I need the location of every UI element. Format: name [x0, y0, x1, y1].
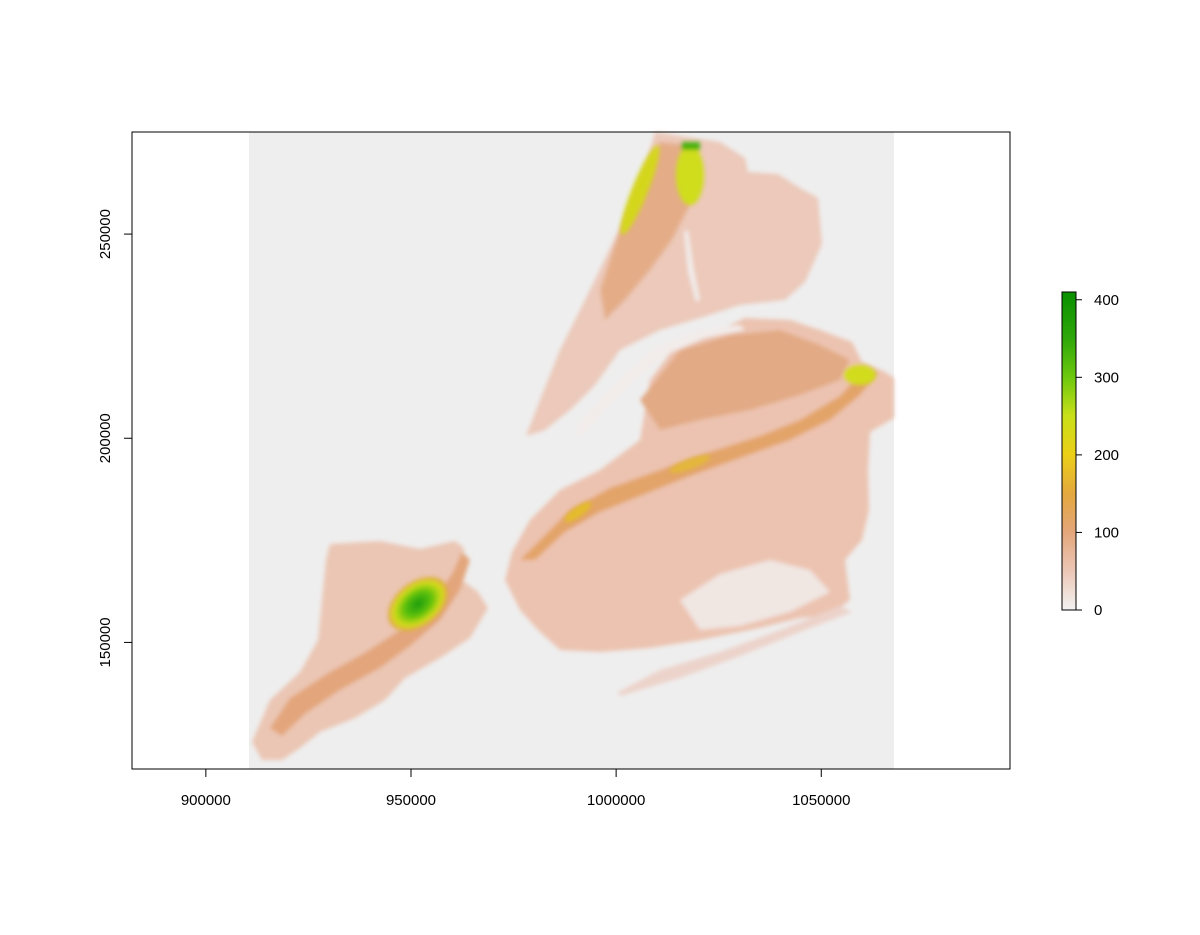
staten-island-ridge	[270, 552, 470, 736]
color-legend: 0 100 200 300 400	[1061, 291, 1119, 619]
legend-tick-label: 0	[1094, 602, 1102, 619]
queens-north	[640, 330, 850, 430]
rockaway	[618, 606, 852, 696]
legend-tick-label: 400	[1094, 292, 1119, 309]
y-tick-label: 200000	[97, 413, 114, 463]
ft-totten-peak	[844, 365, 876, 385]
manhattan-ridge	[600, 142, 700, 320]
terminal-moraine	[520, 372, 878, 560]
riverdale-peak	[676, 145, 704, 205]
bronx-manhattan	[526, 132, 822, 436]
x-tick-label: 950000	[386, 792, 436, 809]
x-tick-label: 900000	[181, 792, 231, 809]
legend-tick-label: 200	[1094, 447, 1119, 464]
legend-bar	[1061, 291, 1077, 611]
legend-ticks: 0 100 200 300 400	[1076, 292, 1119, 619]
moraine-spot	[564, 501, 592, 523]
x-tick-label: 1050000	[792, 792, 850, 809]
bronx-river	[684, 230, 700, 302]
x-axis: 900000 950000 1000000 1050000	[181, 768, 850, 809]
legend-tick-label: 100	[1094, 524, 1119, 541]
cunningham-spot	[669, 455, 711, 473]
x-tick-label: 1000000	[587, 792, 645, 809]
y-axis: 150000 200000 250000	[97, 209, 133, 667]
jamaica-bay	[680, 560, 830, 630]
northern-green-patch	[682, 142, 700, 150]
high-elevation	[387, 142, 876, 632]
east-river	[575, 325, 745, 438]
land-areas	[252, 132, 894, 760]
y-tick-label: 250000	[97, 209, 114, 259]
palisades-ridge	[620, 145, 660, 235]
y-tick-label: 150000	[97, 617, 114, 667]
legend-tick-label: 300	[1094, 369, 1119, 386]
todt-hill-peak	[387, 576, 449, 632]
